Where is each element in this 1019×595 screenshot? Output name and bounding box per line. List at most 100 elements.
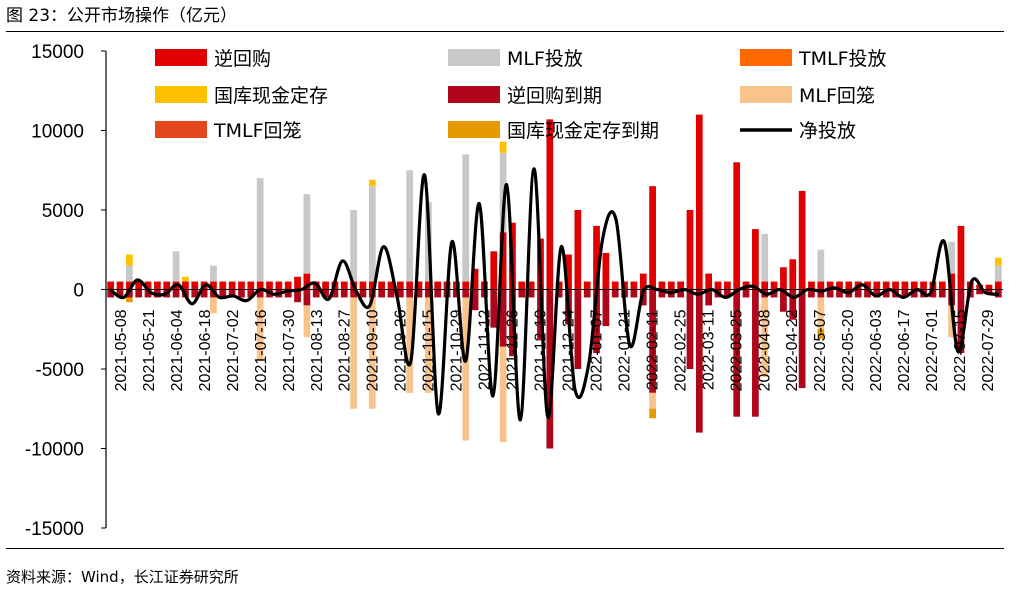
bar-reverse_repo_maturity [649, 289, 656, 393]
bar-reverse_repo_maturity [200, 289, 208, 298]
bar-reverse_repo [724, 281, 731, 290]
bar-reverse_repo_maturity [303, 289, 311, 306]
bar-reverse_repo [910, 281, 918, 290]
bar-mlf_return [368, 297, 376, 409]
bar-reverse_repo [266, 281, 273, 290]
bar-reverse_repo [798, 190, 806, 290]
bar-reverse_repo [649, 186, 656, 290]
legend-label: 净投放 [799, 120, 856, 142]
bar-treasury_deposit [368, 179, 376, 187]
bar-mlf_return [761, 297, 769, 377]
y-tick-label: -10000 [25, 440, 84, 461]
bar-reverse_repo_maturity [527, 289, 535, 298]
bar-reverse_repo [238, 281, 245, 290]
bar-reverse_repo_maturity [331, 289, 339, 298]
bar-reverse_repo [219, 281, 227, 290]
bar-mlf_injection [462, 154, 470, 282]
bar-reverse_repo [396, 281, 404, 290]
bar-reverse_repo_maturity [546, 289, 554, 449]
bar-reverse_repo [107, 281, 115, 290]
bar-reverse_repo_maturity [826, 289, 834, 298]
bar-reverse_repo [705, 273, 713, 290]
bar-mlf_injection [761, 233, 769, 282]
bar-reverse_repo_maturity [126, 289, 133, 298]
bar-reverse_repo_maturity [219, 289, 227, 298]
bar-reverse_repo_maturity [387, 289, 395, 298]
bar-treasury_deposit_maturity [649, 408, 656, 419]
bar-reverse_repo_maturity [462, 289, 470, 298]
bar-reverse_repo [154, 281, 161, 290]
x-tick-label: 2022-02-11 [644, 309, 661, 390]
bar-mlf_injection [368, 186, 376, 282]
bar-reverse_repo_maturity [976, 289, 984, 295]
bar-reverse_repo [882, 281, 890, 290]
bar-reverse_repo_maturity [658, 289, 666, 298]
bar-reverse_repo_maturity [780, 289, 787, 312]
bar-reverse_repo [817, 281, 825, 290]
bar-reverse_repo [565, 254, 572, 290]
bar-reverse_repo_maturity [724, 289, 731, 298]
bar-reverse_repo [985, 284, 993, 290]
x-tick-label: 2022-06-03 [868, 309, 885, 391]
bar-mlf_return [406, 297, 414, 393]
bar-reverse_repo [611, 281, 619, 290]
bar-reverse_repo_maturity [873, 289, 881, 298]
bar-reverse_repo [583, 281, 591, 290]
bar-reverse_repo [294, 276, 301, 290]
bar-reverse_repo [593, 225, 600, 290]
x-tick-label: 2021-06-04 [169, 309, 186, 391]
bar-reverse_repo_maturity [350, 289, 357, 298]
bar-reverse_repo_maturity [593, 289, 600, 354]
top-rule [6, 31, 1004, 32]
bar-reverse_repo_maturity [396, 289, 404, 298]
bar-reverse_repo_maturity [854, 289, 862, 298]
y-ticks: -15000 -10000 -5000 0 5000 10000 15000 [25, 42, 106, 540]
legend-label: MLF回笼 [799, 85, 875, 107]
bar-reverse_repo [163, 281, 171, 290]
bar-reverse_repo [695, 114, 703, 290]
bar-reverse_repo [378, 281, 386, 290]
bar-reverse_repo_maturity [135, 289, 143, 298]
legend-swatch-tmlf_return [155, 121, 207, 138]
x-tick-label: 2021-05-08 [113, 309, 130, 391]
bar-reverse_repo_maturity [574, 289, 582, 369]
bar-reverse_repo [994, 281, 1002, 290]
legend-label: 逆回购 [214, 48, 271, 70]
bar-reverse_repo_maturity [425, 289, 432, 298]
bar-reverse_repo [322, 281, 329, 290]
x-tick-label: 2022-01-21 [616, 309, 633, 391]
bar-reverse_repo [471, 268, 479, 290]
bar-reverse_repo [368, 281, 376, 290]
bar-reverse_repo [780, 267, 787, 290]
bar-reverse_repo_maturity [929, 289, 937, 298]
bar-mlf_injection [172, 251, 180, 282]
bottom-rule [6, 548, 1004, 549]
x-tick-label: 2022-03-25 [728, 309, 745, 391]
bar-mlf_return [649, 392, 656, 409]
bar-reverse_repo_maturity [957, 289, 965, 354]
bar-reverse_repo [275, 281, 283, 290]
bar-reverse_repo [425, 281, 432, 290]
y-tick-label: -5000 [35, 360, 84, 381]
bar-reverse_repo [770, 281, 778, 290]
y-tick-label: 15000 [31, 42, 84, 63]
bar-mlf_return [817, 297, 825, 330]
bar-reverse_repo_maturity [864, 289, 871, 298]
bar-reverse_repo_maturity [406, 289, 414, 298]
bar-reverse_repo [789, 259, 797, 290]
legend-label: TMLF投放 [798, 48, 887, 70]
bar-reverse_repo [938, 281, 946, 290]
bar-reverse_repo_maturity [611, 289, 619, 298]
bar-mlf_injection [499, 152, 507, 233]
bar-reverse_repo_maturity [256, 289, 264, 298]
bar-mlf_return [462, 297, 470, 441]
bar-reverse_repo_maturity [583, 289, 591, 298]
x-tick-label: 2021-07-30 [281, 309, 298, 391]
legend-swatch-mlf_injection [448, 49, 500, 66]
bar-reverse_repo [686, 210, 694, 290]
bar-reverse_repo_maturity [415, 289, 423, 298]
x-tick-label: 2022-03-11 [700, 309, 717, 390]
x-tick-label: 2021-09-26 [393, 309, 410, 391]
bar-reverse_repo [490, 251, 498, 290]
